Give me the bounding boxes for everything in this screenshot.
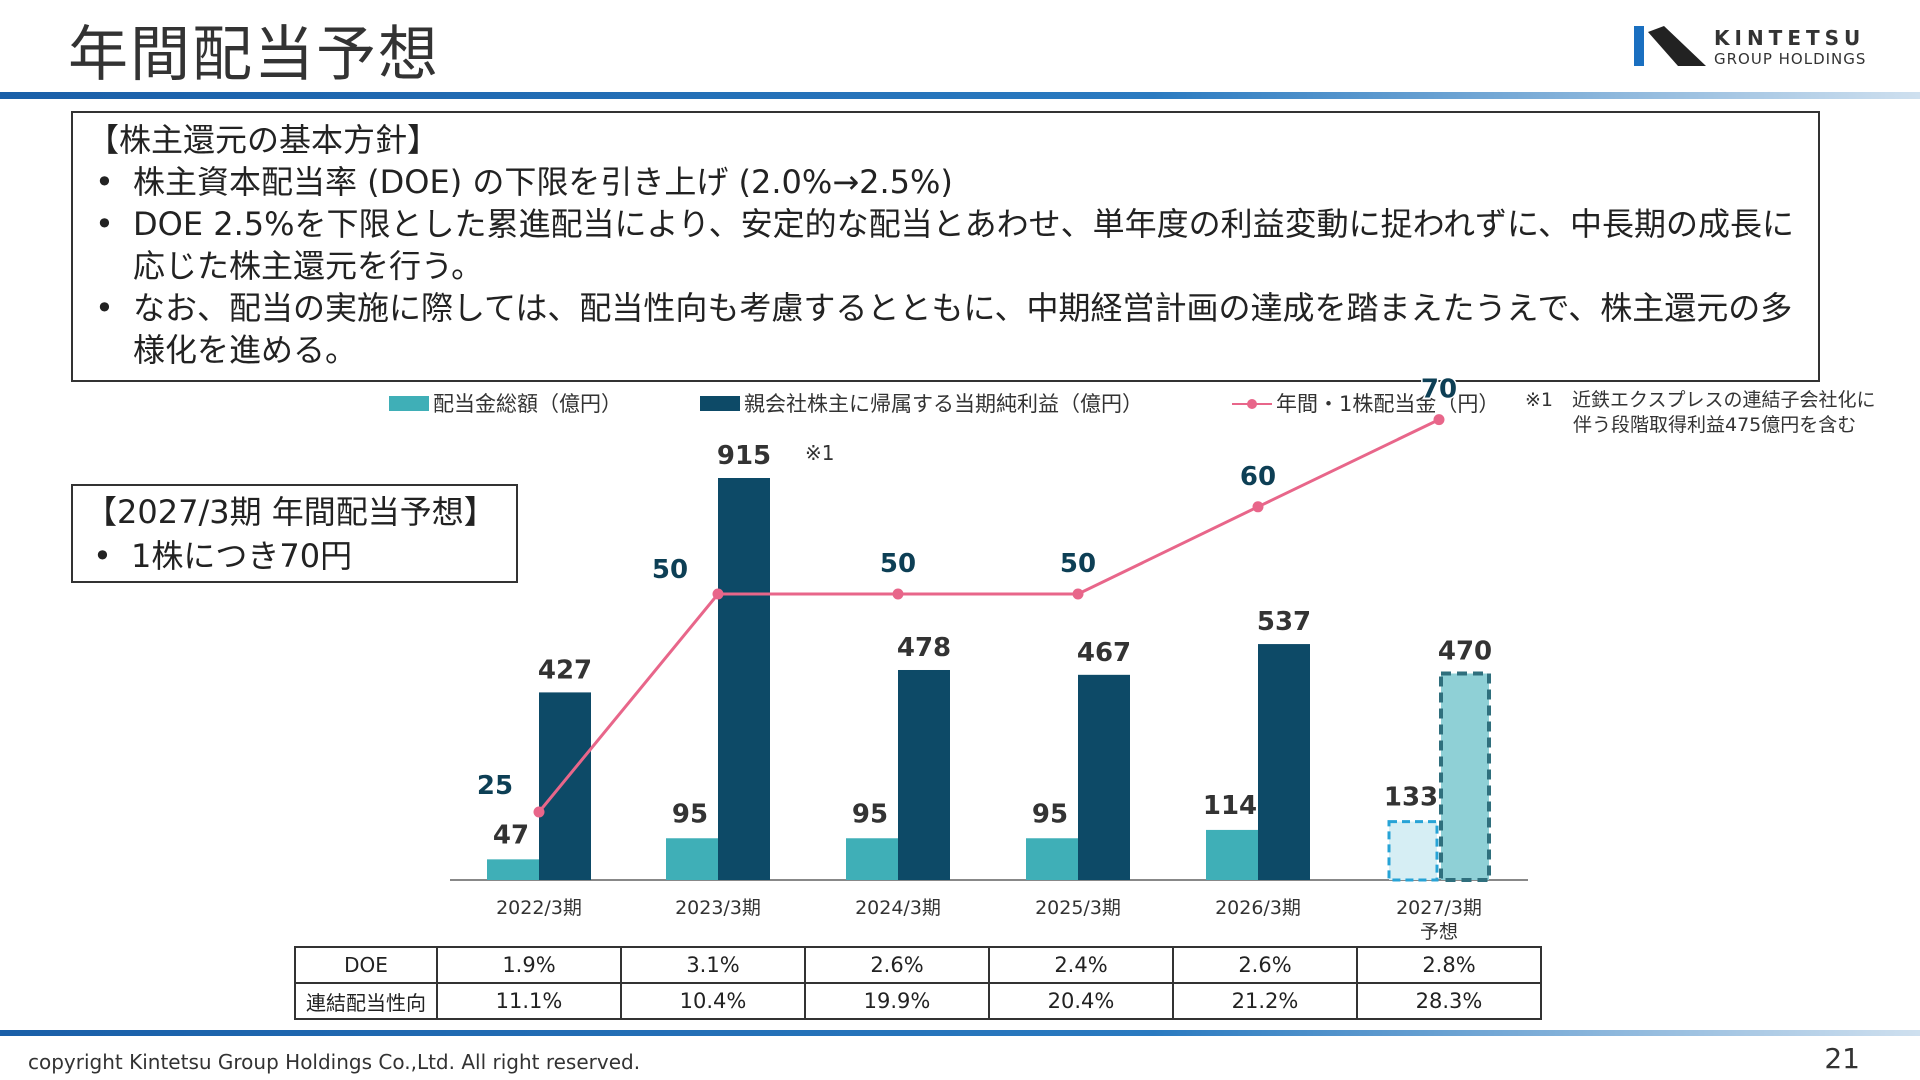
legend-label-dividend-total: 配当金総額（億円） [433, 392, 622, 416]
footnote-line-2: 伴う段階取得利益475億円を含む [1573, 414, 1857, 436]
ratio-table: DOE 1.9% 3.1% 2.6% 2.4% 2.6% 2.8% 連結配当性向… [294, 946, 1542, 1020]
page-number: 21 [1824, 1042, 1860, 1075]
table-row-payout-ratio: 連結配当性向 11.1% 10.4% 19.9% 20.4% 21.2% 28.… [294, 982, 1542, 1020]
table-cell: 2.6% [804, 946, 990, 984]
data-label-net-income: 467 [1077, 638, 1131, 668]
x-axis-tick-label: 2022/3期 [496, 897, 582, 919]
table-cell: 1.9% [436, 946, 622, 984]
logo-text-kintetsu: KINTETSU [1714, 26, 1866, 50]
policy-heading: 【株主還元の基本方針】 [87, 121, 440, 159]
dividend-forecast-box: 【2027/3期 年間配当予想】 1株につき70円 [71, 484, 518, 583]
x-axis-tick-label: 2024/3期 [855, 897, 941, 919]
dps-point [1072, 588, 1084, 600]
table-row-header: DOE [294, 946, 438, 984]
data-label-dps: 70 [1421, 375, 1457, 405]
bar-dividend-total-forecast [1387, 820, 1439, 882]
bar-net-income-forecast [1439, 671, 1491, 882]
page-title: 年間配当予想 [68, 20, 440, 90]
legend-swatch-navy [700, 395, 740, 411]
footnote-marker: ※1 [805, 441, 834, 465]
table-cell: 10.4% [620, 982, 806, 1020]
data-label-dps: 50 [1060, 549, 1096, 579]
bar-net-income [718, 478, 770, 880]
bar-net-income [1078, 674, 1130, 880]
shareholder-return-policy-box: 【株主還元の基本方針】 株主資本配当率 (DOE) の下限を引き上げ (2.0%… [71, 111, 1820, 382]
footnote-line-1: ※1 近鉄エクスプレスの連結子会社化に [1525, 389, 1876, 411]
bar-dividend-total [666, 838, 718, 880]
table-cell: 19.9% [804, 982, 990, 1020]
x-axis-tick-label: 2026/3期 [1215, 897, 1301, 919]
data-label-dps: 50 [880, 549, 916, 579]
header-divider [0, 92, 1920, 99]
legend-item-dps: 年間・1株配当金（円） [1232, 388, 1499, 418]
table-cell: 28.3% [1356, 982, 1542, 1020]
dps-series-line [537, 418, 1440, 813]
bar-dividend-total [1206, 829, 1258, 880]
table-cell: 20.4% [988, 982, 1174, 1020]
x-axis-tick-label: 予想 [1420, 921, 1458, 943]
dps-point [712, 588, 724, 600]
legend-line-marker-icon [1232, 396, 1272, 411]
table-cell: 2.8% [1356, 946, 1542, 984]
dps-point [1252, 501, 1264, 513]
policy-bullet-2: DOE 2.5%を下限とした累進配当により、安定的な配当とあわせ、単年度の利益変… [87, 203, 1804, 287]
legend-swatch-teal [389, 395, 429, 411]
table-cell: 3.1% [620, 946, 806, 984]
data-label-net-income: 537 [1257, 607, 1311, 637]
data-label-dividend-total: 95 [852, 799, 888, 829]
bar-net-income [539, 692, 591, 880]
policy-bullet-1: 株主資本配当率 (DOE) の下限を引き上げ (2.0%→2.5%) [87, 161, 1804, 203]
x-axis-tick-label: 2025/3期 [1035, 897, 1121, 919]
dps-point [1433, 414, 1445, 426]
x-axis-tick-label: 2027/3期 [1396, 897, 1482, 919]
table-cell: 2.4% [988, 946, 1174, 984]
data-label-net-income: 478 [897, 633, 951, 663]
forecast-bullet: 1株につき70円 [85, 534, 504, 578]
dps-point [892, 588, 904, 600]
table-cell: 2.6% [1172, 946, 1358, 984]
forecast-heading: 【2027/3期 年間配当予想】 [85, 493, 496, 531]
footnote-1: ※1 近鉄エクスプレスの連結子会社化に 伴う段階取得利益475億円を含む [1525, 388, 1875, 438]
legend-label-net-income: 親会社株主に帰属する当期純利益（億円） [744, 392, 1143, 416]
copyright-text: copyright Kintetsu Group Holdings Co.,Lt… [28, 1050, 641, 1074]
data-label-dps: 50 [652, 555, 688, 585]
bar-net-income [1258, 644, 1310, 880]
table-row-header: 連結配当性向 [294, 982, 438, 1020]
bar-dividend-total [1026, 838, 1078, 880]
bar-dividend-total [846, 838, 898, 880]
legend-label-dps: 年間・1株配当金（円） [1276, 392, 1500, 416]
company-logo: KINTETSU GROUP HOLDINGS [1632, 22, 1872, 78]
data-label-net-income: 427 [538, 655, 592, 685]
data-label-dps: 25 [477, 771, 513, 801]
table-cell: 21.2% [1172, 982, 1358, 1020]
policy-bullet-3: なお、配当の実施に際しては、配当性向も考慮するとともに、中期経営計画の達成を踏ま… [87, 287, 1804, 371]
kintetsu-logo-icon [1634, 26, 1706, 66]
data-label-dividend-total: 114 [1203, 791, 1257, 821]
data-label-dividend-total: 47 [493, 820, 529, 850]
footer-divider [0, 1030, 1920, 1036]
data-label-dividend-total: 95 [1032, 799, 1068, 829]
data-label-dps: 60 [1240, 462, 1276, 492]
bar-net-income [898, 669, 950, 880]
dps-point [533, 806, 545, 818]
data-label-net-income: 915 [717, 441, 771, 471]
logo-text-group-holdings: GROUP HOLDINGS [1714, 50, 1867, 68]
legend-item-dividend-total: 配当金総額（億円） [389, 388, 622, 418]
table-cell: 11.1% [436, 982, 622, 1020]
x-axis-tick-label: 2023/3期 [675, 897, 761, 919]
bar-dividend-total [487, 859, 539, 880]
data-label-net-income: 470 [1438, 637, 1492, 667]
table-row-doe: DOE 1.9% 3.1% 2.6% 2.4% 2.6% 2.8% [294, 946, 1542, 984]
data-label-dividend-total: 95 [672, 799, 708, 829]
data-label-dividend-total: 133 [1384, 783, 1438, 813]
policy-list: 株主資本配当率 (DOE) の下限を引き上げ (2.0%→2.5%) DOE 2… [87, 161, 1804, 371]
legend-item-net-income: 親会社株主に帰属する当期純利益（億円） [700, 388, 1143, 418]
